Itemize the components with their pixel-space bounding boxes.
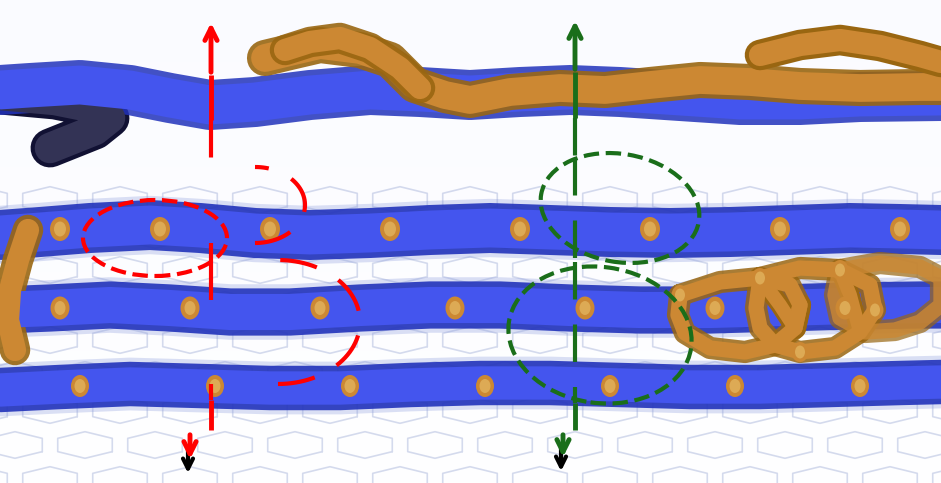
Ellipse shape bbox=[791, 342, 808, 362]
Ellipse shape bbox=[71, 375, 89, 397]
Ellipse shape bbox=[344, 379, 356, 393]
Ellipse shape bbox=[210, 379, 220, 393]
Ellipse shape bbox=[839, 301, 851, 315]
Ellipse shape bbox=[154, 222, 166, 237]
Ellipse shape bbox=[755, 271, 765, 284]
Ellipse shape bbox=[770, 217, 790, 241]
Ellipse shape bbox=[672, 285, 689, 305]
Ellipse shape bbox=[150, 217, 170, 241]
Ellipse shape bbox=[851, 375, 869, 397]
Ellipse shape bbox=[729, 379, 741, 393]
Ellipse shape bbox=[601, 375, 619, 397]
Ellipse shape bbox=[54, 222, 66, 237]
Ellipse shape bbox=[476, 375, 494, 397]
Ellipse shape bbox=[675, 288, 685, 301]
Ellipse shape bbox=[644, 222, 656, 237]
Ellipse shape bbox=[264, 222, 276, 237]
Ellipse shape bbox=[890, 217, 910, 241]
Ellipse shape bbox=[867, 300, 884, 320]
Ellipse shape bbox=[710, 301, 721, 315]
Ellipse shape bbox=[576, 297, 595, 319]
Ellipse shape bbox=[726, 375, 744, 397]
Ellipse shape bbox=[795, 345, 805, 358]
Ellipse shape bbox=[341, 375, 359, 397]
Ellipse shape bbox=[870, 303, 880, 316]
Ellipse shape bbox=[260, 217, 280, 241]
Ellipse shape bbox=[51, 297, 70, 319]
Ellipse shape bbox=[604, 379, 615, 393]
Ellipse shape bbox=[314, 301, 326, 315]
Ellipse shape bbox=[640, 217, 660, 241]
Ellipse shape bbox=[206, 375, 224, 397]
Ellipse shape bbox=[894, 222, 906, 237]
Ellipse shape bbox=[311, 297, 329, 319]
Ellipse shape bbox=[50, 217, 70, 241]
Ellipse shape bbox=[706, 297, 725, 319]
Ellipse shape bbox=[836, 297, 854, 319]
Ellipse shape bbox=[184, 301, 196, 315]
Ellipse shape bbox=[514, 222, 526, 237]
Ellipse shape bbox=[580, 301, 591, 315]
Ellipse shape bbox=[510, 217, 530, 241]
Ellipse shape bbox=[835, 264, 845, 276]
Ellipse shape bbox=[380, 217, 400, 241]
Ellipse shape bbox=[774, 222, 786, 237]
Ellipse shape bbox=[181, 297, 199, 319]
Ellipse shape bbox=[384, 222, 396, 237]
Ellipse shape bbox=[74, 379, 86, 393]
Ellipse shape bbox=[854, 379, 866, 393]
Ellipse shape bbox=[752, 268, 769, 288]
Ellipse shape bbox=[445, 297, 465, 319]
Ellipse shape bbox=[450, 301, 460, 315]
Ellipse shape bbox=[480, 379, 490, 393]
Ellipse shape bbox=[55, 301, 66, 315]
Ellipse shape bbox=[832, 260, 849, 280]
